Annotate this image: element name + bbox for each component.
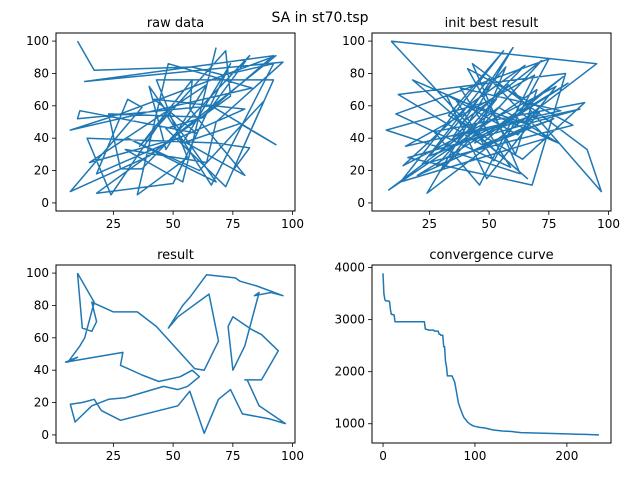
x-tick-label: 25 xyxy=(106,217,121,231)
subplot-title: result xyxy=(157,248,194,263)
axes-frame xyxy=(55,32,296,212)
subplot-title: init best result xyxy=(445,16,539,31)
axes-frame xyxy=(371,32,612,212)
subplot-raw-data: raw data 25 50 75 100 0 20 40 60 80 100 xyxy=(26,16,304,231)
x-tick-label: 75 xyxy=(225,217,240,231)
y-tick-label: 40 xyxy=(350,131,365,145)
series-line xyxy=(382,273,600,436)
y-tick-label: 100 xyxy=(342,34,365,48)
y-tick-label: 0 xyxy=(41,196,49,210)
x-tick-label: 100 xyxy=(464,449,487,463)
y-tick-label: 100 xyxy=(26,34,49,48)
x-tick-label: 100 xyxy=(281,217,304,231)
x-tick-label: 100 xyxy=(281,449,304,463)
axes-frame xyxy=(371,264,612,444)
y-tick-label: 100 xyxy=(26,266,49,280)
x-tick-label: 50 xyxy=(165,217,180,231)
x-tick-label: 200 xyxy=(555,449,578,463)
subplot-result: result 25 50 75 100 0 20 40 60 80 100 xyxy=(26,248,304,463)
y-tick-label: 20 xyxy=(350,164,365,178)
y-tick-label: 20 xyxy=(34,164,49,178)
subplot-convergence-curve: convergence curve 0 100 200 1000 2000 3000 400… xyxy=(334,248,612,463)
series-line xyxy=(64,272,287,435)
x-tick-label: 75 xyxy=(225,449,240,463)
y-tick-label: 4000 xyxy=(334,261,365,275)
y-tick-label: 80 xyxy=(350,66,365,80)
subplot-init-best-result: init best result 25 50 75 100 0 20 40 60 80 100 xyxy=(342,16,620,231)
plot-area xyxy=(64,272,287,435)
figure-suptitle: SA in st70.tsp xyxy=(271,10,368,26)
plot-area xyxy=(385,40,603,194)
x-tick-label: 75 xyxy=(541,217,556,231)
axes-frame xyxy=(55,264,296,444)
y-tick-label: 40 xyxy=(34,131,49,145)
y-tick-label: 60 xyxy=(350,99,365,113)
y-tick-label: 1000 xyxy=(334,417,365,431)
x-tick-label: 25 xyxy=(106,449,121,463)
x-tick-label: 50 xyxy=(481,217,496,231)
y-tick-label: 0 xyxy=(357,196,365,210)
x-tick-label: 25 xyxy=(422,217,437,231)
subplot-title: raw data xyxy=(147,16,204,31)
x-tick-label: 100 xyxy=(597,217,620,231)
y-tick-label: 80 xyxy=(34,298,49,312)
y-tick-label: 0 xyxy=(41,428,49,442)
y-tick-label: 80 xyxy=(34,66,49,80)
y-tick-label: 60 xyxy=(34,99,49,113)
y-tick-label: 2000 xyxy=(334,365,365,379)
y-tick-label: 20 xyxy=(34,396,49,410)
plot-area xyxy=(69,40,284,196)
x-tick-label: 0 xyxy=(379,449,387,463)
y-tick-label: 60 xyxy=(34,331,49,345)
subplot-title: convergence curve xyxy=(429,248,553,263)
series-line xyxy=(385,40,603,194)
plot-area xyxy=(382,273,600,436)
x-tick-label: 50 xyxy=(165,449,180,463)
series-line xyxy=(69,40,284,196)
y-tick-label: 3000 xyxy=(334,313,365,327)
y-tick-label: 40 xyxy=(34,363,49,377)
